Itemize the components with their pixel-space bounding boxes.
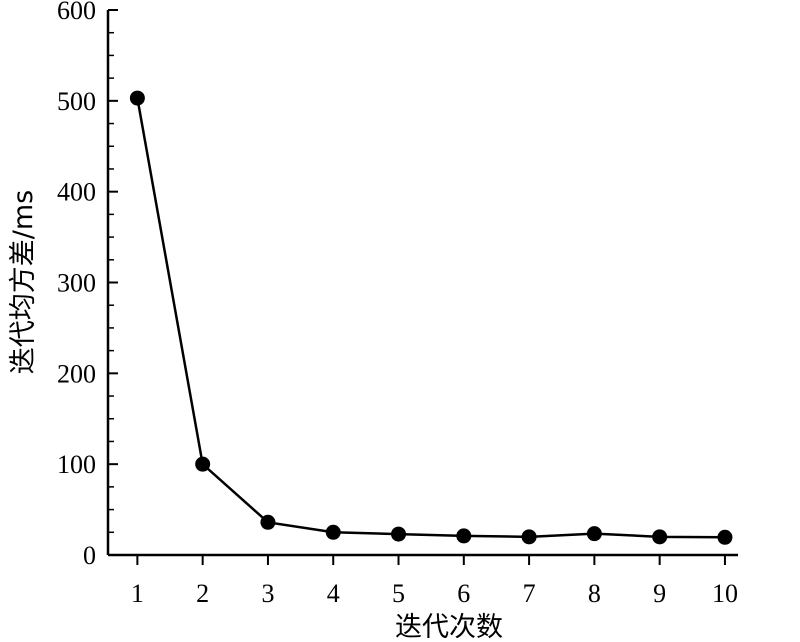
data-point [391,526,407,542]
x-tick-label: 10 [712,579,738,608]
y-tick-label: 200 [57,359,96,388]
data-point [586,526,602,542]
x-ticks: 1 2 3 4 5 6 7 8 9 10 [131,555,738,608]
data-point [652,529,668,545]
y-tick-label: 600 [57,0,96,25]
x-tick-label: 2 [196,579,209,608]
y-tick-label: 500 [57,87,96,116]
y-ticks: 0 100 200 300 400 500 600 [57,0,118,570]
y-tick-label: 0 [83,541,96,570]
y-tick-label: 400 [57,178,96,207]
data-point [521,529,537,545]
data-point [129,90,145,106]
data-point [325,524,341,540]
data-point [717,529,733,545]
data-point [456,528,472,544]
x-tick-label: 9 [653,579,666,608]
series [129,90,733,545]
x-tick-label: 5 [392,579,405,608]
x-tick-label: 8 [588,579,601,608]
data-point [260,514,276,530]
x-tick-label: 4 [327,579,340,608]
x-axis-title: 迭代次数 [395,612,503,642]
y-axis-title: 迭代均方差/ms [8,190,39,374]
axes: 0 100 200 300 400 500 600 1 2 3 4 5 6 7 8 9 10 [57,0,738,608]
x-tick-label: 1 [131,579,144,608]
y-tick-label: 300 [57,269,96,298]
x-tick-label: 3 [261,579,274,608]
y-tick-label: 100 [57,450,96,479]
series-line [136,97,725,539]
data-point [195,456,211,472]
x-tick-label: 6 [457,579,470,608]
x-tick-label: 7 [523,579,536,608]
